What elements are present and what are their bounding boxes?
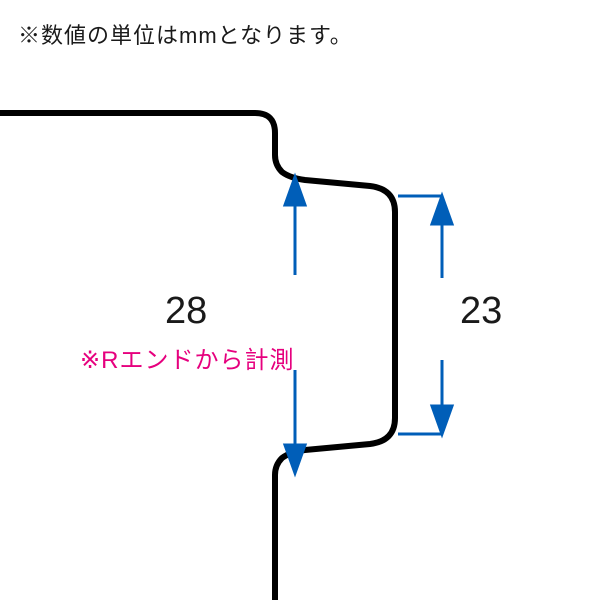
dim-left-value: 28 [165, 290, 207, 333]
dimension-right [398, 196, 452, 434]
dim-right-value: 23 [460, 290, 502, 333]
dim-left-note: ※Rエンドから計測 [80, 340, 294, 375]
dimension-left [285, 177, 305, 473]
diagram-svg [0, 0, 600, 600]
